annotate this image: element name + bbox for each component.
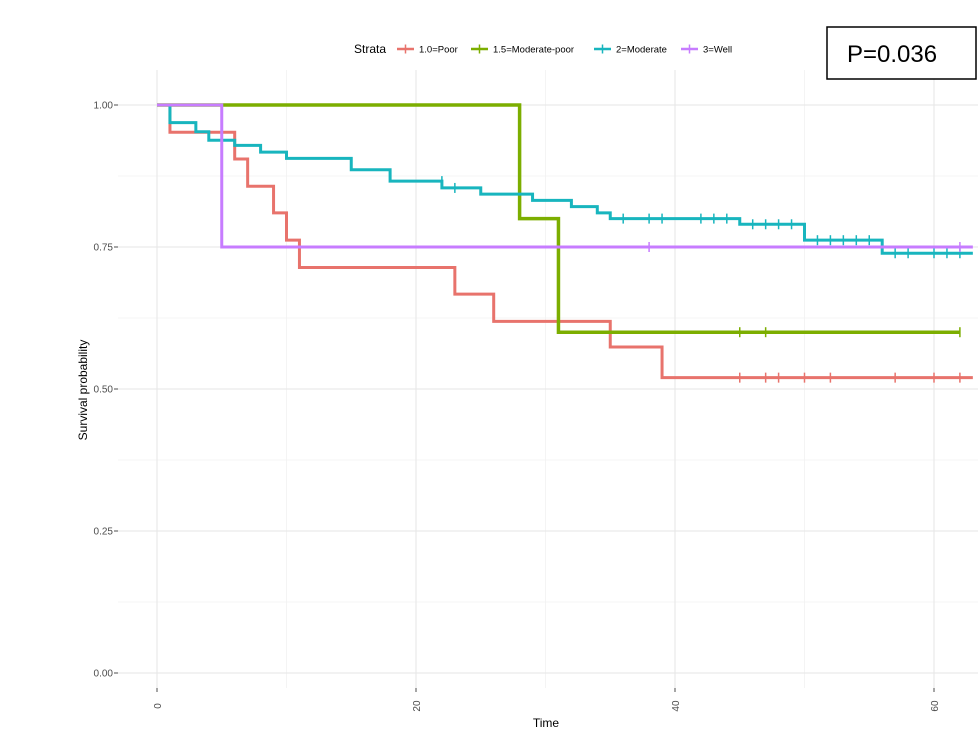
grid bbox=[118, 70, 978, 688]
y-tick-label: 0.50 bbox=[94, 385, 114, 396]
legend-key bbox=[471, 44, 488, 54]
series-group bbox=[157, 103, 973, 383]
legend-label: 1.5=Moderate-poor bbox=[493, 45, 574, 56]
legend-key bbox=[397, 44, 414, 54]
p-value-box: P=0.036 bbox=[826, 26, 977, 80]
series-line bbox=[157, 103, 973, 255]
axes: Time Survival probability 0.00 0.25 0.50 0.… bbox=[76, 101, 941, 730]
series-layer bbox=[157, 103, 973, 383]
x-tick-label: 60 bbox=[930, 700, 941, 712]
y-tick-label: 0.25 bbox=[94, 527, 114, 538]
legend-label: 1.0=Poor bbox=[419, 45, 458, 56]
y-tick-label: 0.00 bbox=[94, 669, 114, 680]
series-group bbox=[157, 103, 961, 338]
series-line bbox=[157, 103, 960, 334]
series-group bbox=[157, 103, 973, 252]
legend-title: Strata bbox=[354, 42, 386, 56]
y-tick-label: 0.75 bbox=[94, 243, 114, 254]
y-tick-label: 1.00 bbox=[94, 101, 114, 112]
legend: Strata 1.0=Poor 1.5=Moderate-poor 2=Modera… bbox=[354, 42, 732, 56]
x-tick-label: 20 bbox=[412, 700, 423, 712]
x-tick-label: 0 bbox=[153, 703, 164, 709]
x-tick-label: 40 bbox=[671, 700, 682, 712]
legend-label: 3=Well bbox=[703, 45, 732, 56]
series-group bbox=[157, 103, 973, 259]
x-axis-title: Time bbox=[533, 716, 560, 730]
series-line bbox=[157, 103, 973, 249]
y-axis-title: Survival probability bbox=[76, 340, 90, 441]
legend-key bbox=[594, 44, 611, 54]
p-value-frame bbox=[826, 26, 977, 80]
legend-key bbox=[681, 44, 698, 54]
p-value-text: P=0.036 bbox=[847, 41, 937, 68]
legend-label: 2=Moderate bbox=[616, 45, 667, 56]
